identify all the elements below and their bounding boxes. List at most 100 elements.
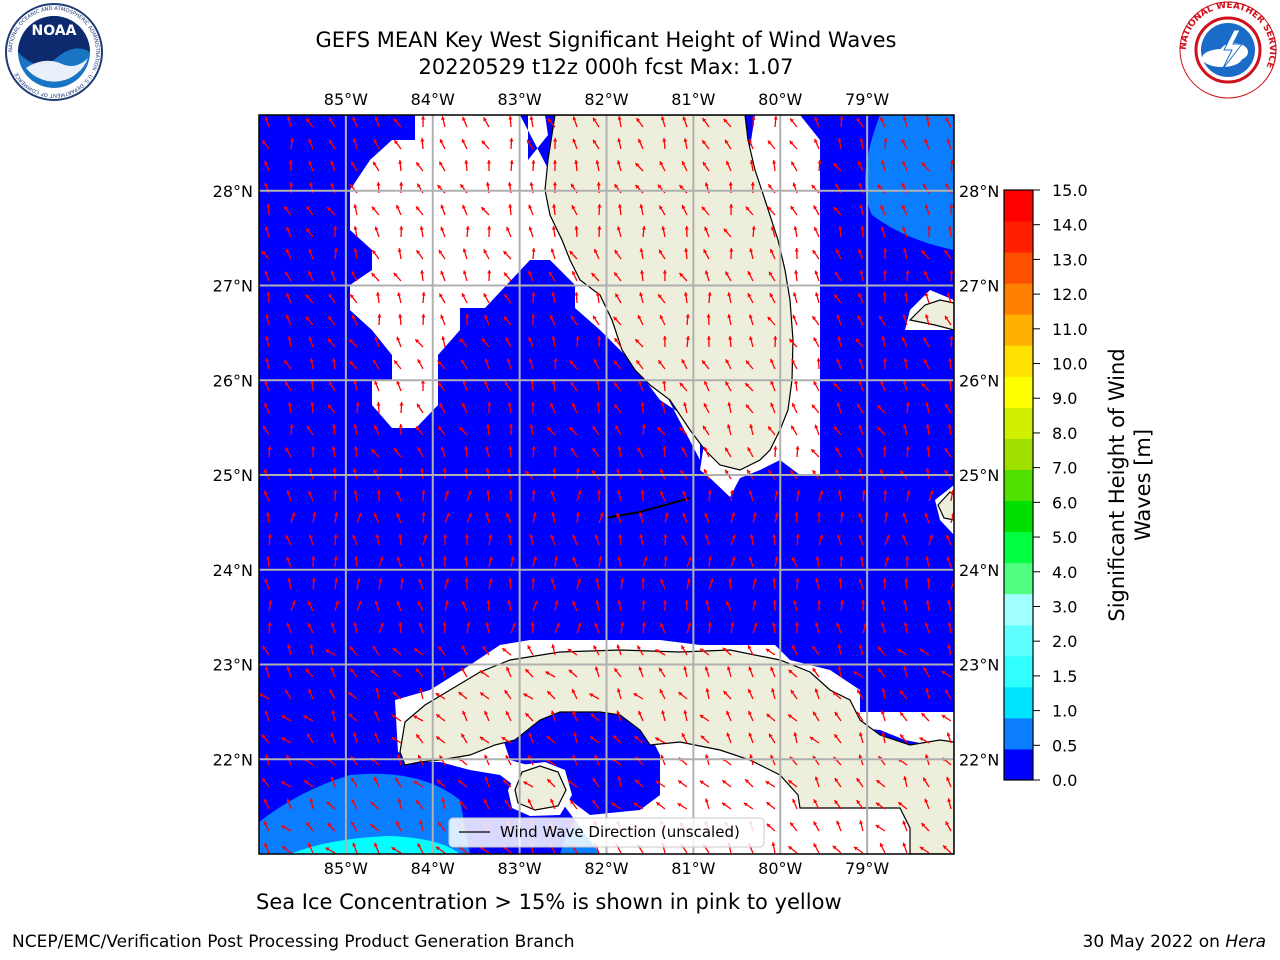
- wave-arrow: [747, 688, 754, 700]
- wave-arrow: [370, 801, 380, 810]
- wave-arrow: [725, 160, 732, 172]
- wave-arrow: [902, 226, 908, 238]
- wave-arrow: [703, 446, 710, 458]
- wave-arrow: [526, 139, 534, 150]
- wave-arrow: [726, 710, 732, 722]
- wave-arrow: [308, 688, 314, 700]
- wave-arrow: [699, 648, 710, 656]
- colorbar-tick-label: 10.0: [1052, 355, 1088, 374]
- wave-arrow: [308, 248, 314, 260]
- lon-label-top: 85°W: [324, 90, 368, 109]
- lat-label-left: 28°N: [213, 182, 253, 201]
- wave-arrow: [375, 292, 381, 304]
- wave-arrow: [551, 292, 556, 304]
- wave-arrow: [391, 846, 402, 854]
- wave-arrow: [839, 115, 844, 128]
- wave-arrow: [613, 316, 622, 326]
- wave-arrow: [811, 315, 820, 326]
- lat-label-left: 25°N: [213, 466, 253, 485]
- wave-arrow: [856, 799, 864, 810]
- wave-arrow: [657, 293, 666, 304]
- legend: Wind Wave Direction (unscaled): [448, 817, 765, 848]
- wave-arrow: [310, 379, 315, 392]
- wave-arrow: [435, 692, 446, 700]
- wave-arrow: [949, 203, 954, 216]
- wave-arrow: [462, 116, 468, 128]
- wave-arrow: [946, 732, 952, 744]
- wave-arrow: [352, 138, 358, 150]
- wave-arrow: [510, 556, 515, 568]
- land-isla-juventud: [514, 765, 567, 811]
- wave-arrow: [507, 534, 512, 546]
- wave-arrow: [748, 490, 754, 502]
- wave-arrow: [729, 489, 734, 502]
- wave-arrow: [656, 426, 666, 436]
- wave-arrow: [858, 248, 864, 260]
- wave-arrow: [897, 648, 908, 656]
- wave-arrow: [724, 381, 732, 392]
- wave-arrow: [875, 824, 886, 832]
- wave-arrow: [530, 621, 535, 634]
- wave-arrow: [950, 490, 954, 502]
- wave-arrow: [286, 292, 292, 304]
- wave-arrow: [372, 161, 380, 172]
- wave-arrow: [642, 556, 648, 568]
- wave-arrow: [460, 359, 468, 370]
- wave-arrow: [856, 777, 864, 788]
- wave-arrow: [856, 689, 864, 700]
- wave-arrow: [396, 380, 402, 392]
- colorbar-segment: [1004, 531, 1033, 564]
- wave-arrow: [921, 162, 930, 172]
- wave-arrow: [903, 358, 908, 370]
- lat-label-left: 27°N: [213, 277, 253, 296]
- wave-arrow: [683, 292, 688, 304]
- wave-arrow: [838, 577, 843, 590]
- wave-arrow: [461, 644, 468, 656]
- wave-arrow: [416, 403, 424, 414]
- wave-arrow: [684, 599, 689, 612]
- wave-arrow: [880, 380, 886, 392]
- wave-arrow: [444, 600, 449, 612]
- wave-arrow: [529, 424, 534, 436]
- wave-arrow: [569, 799, 578, 810]
- wave-arrow: [420, 379, 426, 392]
- wave-arrow: [261, 777, 270, 788]
- wave-arrow: [305, 668, 314, 678]
- wave-arrow: [352, 468, 358, 480]
- wave-arrow: [707, 489, 712, 502]
- wave-arrow: [704, 666, 710, 678]
- wave-arrow: [613, 360, 622, 370]
- wave-arrow: [774, 512, 779, 524]
- wave-arrow: [684, 225, 689, 238]
- wave-arrow: [369, 823, 380, 832]
- wave-arrow: [308, 160, 314, 172]
- wave-arrow: [422, 534, 428, 546]
- wave-arrow: [417, 600, 424, 612]
- wave-arrow: [509, 137, 514, 150]
- wave-arrow: [327, 404, 336, 414]
- wave-arrow: [326, 206, 336, 216]
- wave-arrow: [678, 691, 688, 700]
- wave-arrow: [327, 822, 336, 832]
- wave-arrow: [546, 735, 556, 744]
- wave-arrow: [574, 291, 579, 304]
- wave-arrow: [483, 249, 490, 260]
- wave-arrow: [706, 313, 711, 326]
- wave-arrow: [942, 844, 952, 854]
- wave-arrow: [334, 512, 339, 524]
- wave-arrow: [372, 359, 380, 370]
- wave-arrow: [882, 291, 887, 304]
- lat-label-right: 23°N: [959, 656, 999, 675]
- wave-arrow: [508, 445, 513, 458]
- wave-arrow: [330, 270, 336, 282]
- wave-arrow: [421, 313, 426, 326]
- wave-arrow: [590, 713, 600, 722]
- wave-arrow: [946, 556, 952, 568]
- wave-arrow: [528, 358, 534, 370]
- wave-arrow: [400, 578, 405, 590]
- wave-arrow: [592, 425, 600, 436]
- land-bahamas: [908, 299, 954, 331]
- wave-arrow: [417, 358, 424, 370]
- wave-arrow: [704, 798, 710, 810]
- wave-arrow: [503, 272, 512, 282]
